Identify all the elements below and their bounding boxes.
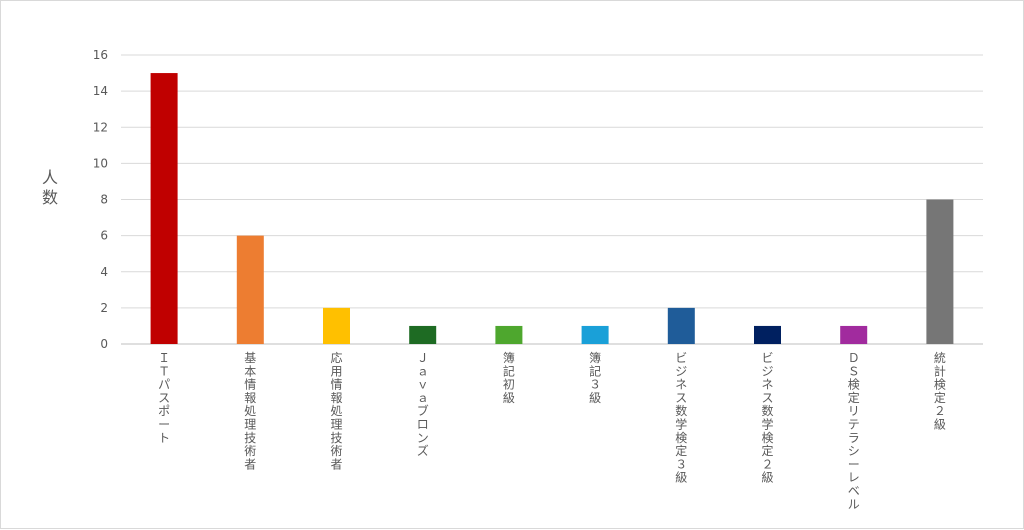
bar	[323, 307, 350, 344]
bar	[236, 235, 264, 344]
bar	[667, 307, 695, 344]
bar	[150, 73, 178, 344]
x-category-label: Ｊａｖａブロンズ	[417, 351, 429, 458]
bars	[150, 73, 954, 344]
y-tick-label: 6	[100, 229, 108, 243]
x-category-label: ＤＳ検定リテラシーレベル	[848, 351, 860, 511]
x-category-label: 簿記３級	[589, 350, 601, 405]
y-tick-label: 14	[93, 84, 108, 98]
y-tick-label: 0	[100, 337, 108, 351]
y-axis-ticks: 0 2 4 6 8 10 12 14 16	[93, 48, 108, 351]
y-tick-label: 8	[100, 193, 108, 207]
x-category-label: 基本情報処理技術者	[244, 351, 256, 471]
x-category-label: ＩＴパスポート	[158, 351, 170, 445]
bar	[754, 325, 781, 344]
y-tick-label: 10	[93, 156, 108, 170]
y-tick-label: 12	[93, 120, 108, 134]
x-category-label: 統計検定２級	[934, 351, 946, 432]
gridlines	[121, 54, 983, 345]
x-category-label: 応用情報処理技術者	[330, 351, 342, 471]
x-category-label: ビジネス数学検定２級	[761, 351, 773, 485]
bar	[495, 325, 523, 344]
y-tick-label: 16	[93, 48, 108, 62]
x-axis-categories: ＩＴパスポート 基本情報処理技術者 応用情報処理技術者 Ｊａｖａブロンズ 簿記初級 簿記３…	[158, 350, 946, 511]
y-axis-label: 人数	[42, 168, 58, 207]
y-axis-title: 人数	[42, 168, 58, 207]
bar	[840, 325, 868, 344]
bar	[409, 325, 437, 344]
x-category-label: ビジネス数学検定３級	[675, 351, 687, 485]
x-category-label: 簿記初級	[503, 350, 515, 405]
bar	[926, 199, 954, 344]
y-tick-label: 2	[100, 301, 108, 315]
y-tick-label: 4	[100, 265, 108, 279]
bar	[581, 325, 609, 344]
